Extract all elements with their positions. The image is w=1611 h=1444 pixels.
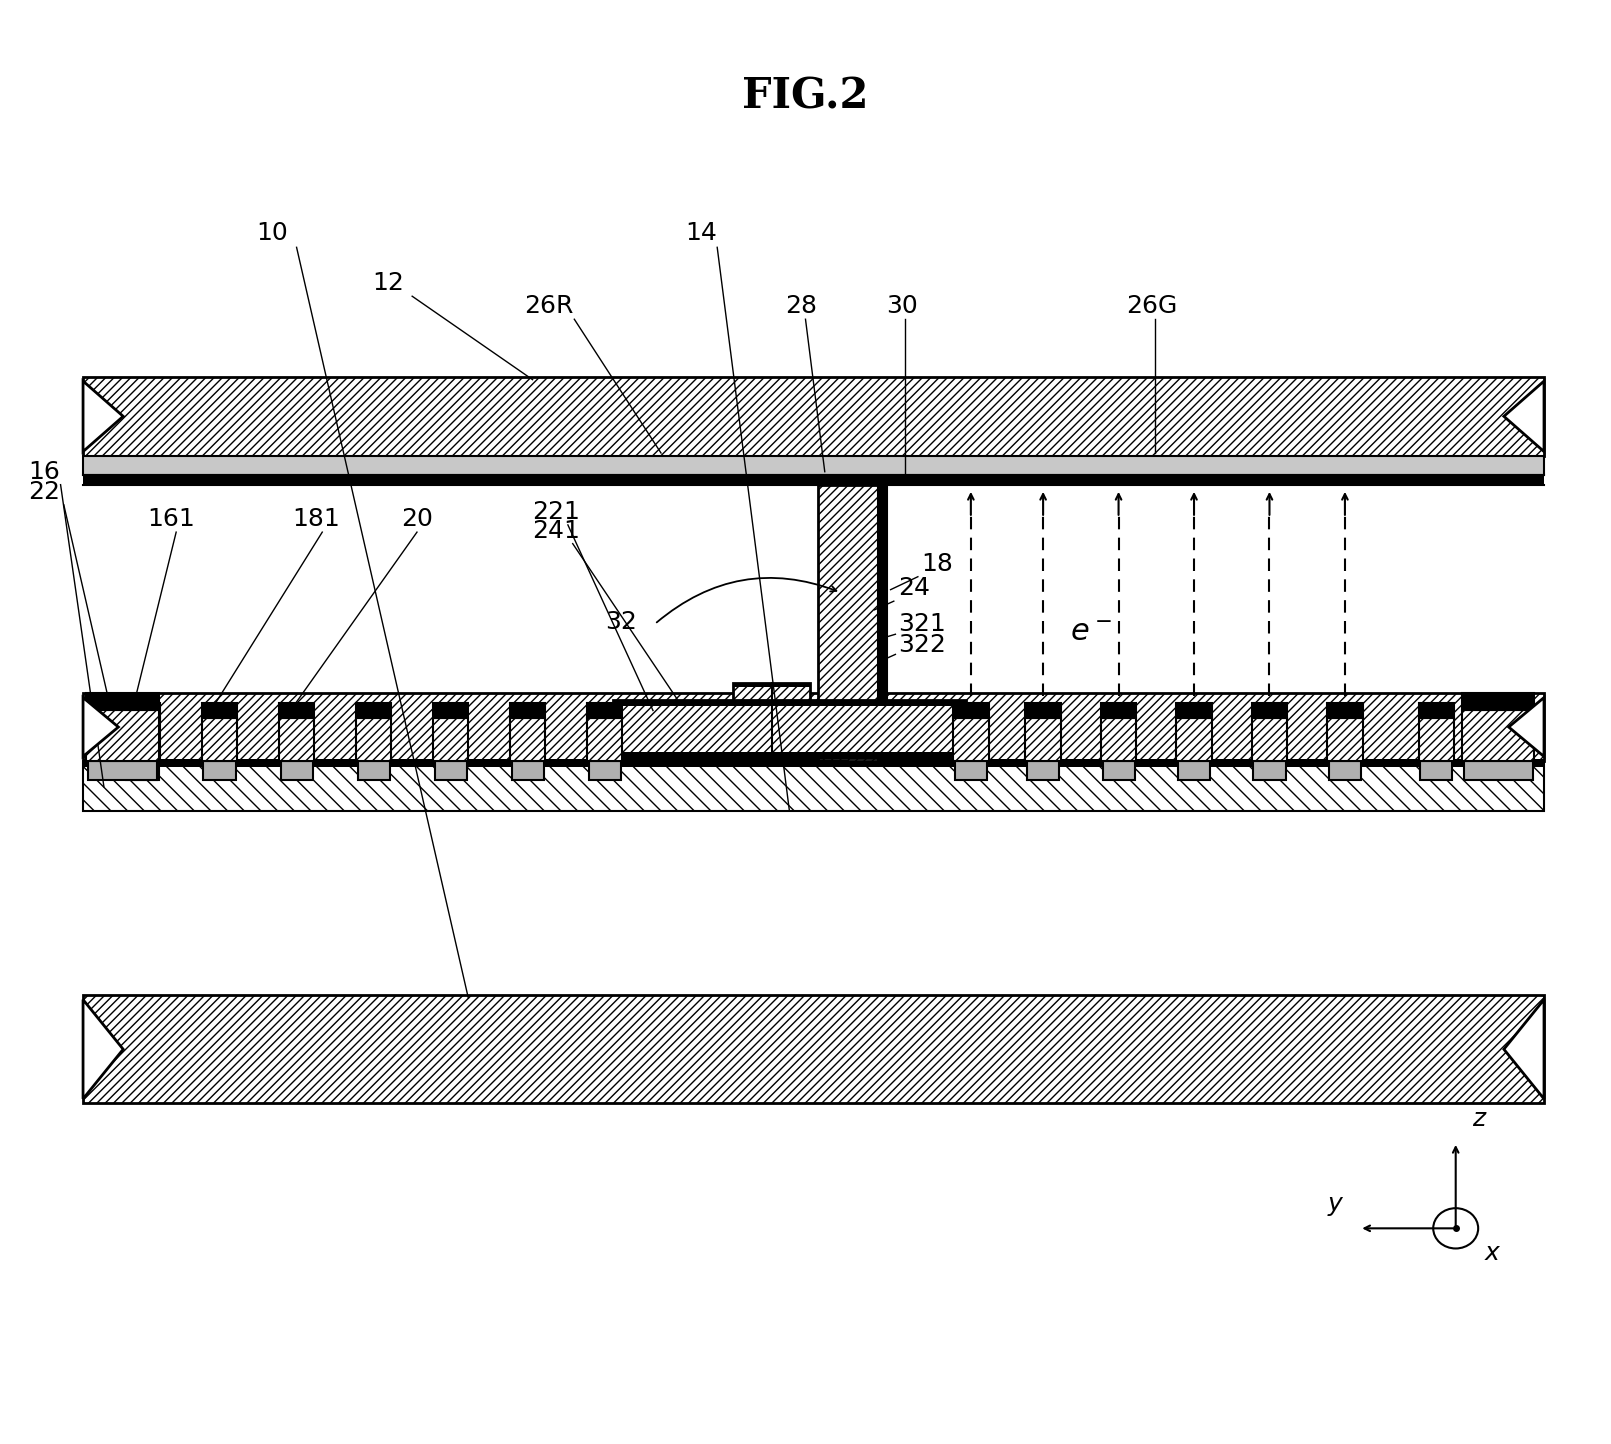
- Bar: [201, 718, 237, 761]
- Polygon shape: [84, 697, 118, 757]
- Bar: [1100, 718, 1136, 761]
- Bar: [84, 760, 1543, 767]
- Bar: [280, 761, 313, 780]
- Bar: [435, 761, 467, 780]
- Polygon shape: [1508, 697, 1543, 757]
- Text: 161: 161: [147, 507, 195, 531]
- Text: $e^-$: $e^-$: [1070, 618, 1112, 647]
- Text: 18: 18: [921, 552, 954, 576]
- Text: 30: 30: [886, 295, 918, 319]
- Bar: [126, 761, 158, 780]
- Bar: [84, 377, 1543, 456]
- Polygon shape: [84, 999, 122, 1099]
- Bar: [1419, 703, 1455, 718]
- Bar: [1252, 703, 1287, 718]
- Bar: [586, 703, 622, 718]
- Bar: [433, 703, 469, 718]
- Bar: [1252, 718, 1287, 761]
- Bar: [818, 485, 878, 761]
- Text: 322: 322: [899, 632, 947, 657]
- Bar: [201, 703, 237, 718]
- Bar: [279, 703, 314, 718]
- Bar: [1253, 761, 1286, 780]
- Bar: [612, 700, 967, 706]
- Bar: [1463, 710, 1534, 761]
- Text: z: z: [1472, 1106, 1485, 1131]
- Bar: [733, 683, 810, 700]
- Text: y: y: [1327, 1193, 1342, 1216]
- Bar: [356, 718, 391, 761]
- Text: 241: 241: [533, 518, 580, 543]
- Bar: [1176, 703, 1211, 718]
- Text: x: x: [1485, 1240, 1500, 1265]
- Text: FIG.2: FIG.2: [743, 75, 868, 117]
- Bar: [612, 700, 967, 758]
- Text: 321: 321: [899, 612, 946, 637]
- Bar: [1102, 761, 1134, 780]
- Bar: [954, 703, 989, 718]
- Bar: [203, 761, 235, 780]
- Text: 14: 14: [685, 221, 717, 245]
- Bar: [433, 718, 469, 761]
- Text: 221: 221: [533, 500, 580, 524]
- Bar: [1421, 761, 1453, 780]
- Bar: [1026, 718, 1060, 761]
- Text: 26G: 26G: [1126, 295, 1178, 319]
- Text: 28: 28: [785, 295, 817, 319]
- Bar: [1176, 718, 1211, 761]
- Bar: [1329, 761, 1361, 780]
- Bar: [733, 683, 810, 687]
- Bar: [124, 718, 159, 761]
- Text: 10: 10: [256, 221, 288, 245]
- Bar: [89, 761, 156, 780]
- Bar: [84, 995, 1543, 1103]
- Bar: [84, 761, 1543, 812]
- Bar: [124, 703, 159, 718]
- Bar: [358, 761, 390, 780]
- Bar: [1327, 703, 1363, 718]
- Bar: [586, 718, 622, 761]
- Bar: [1464, 761, 1532, 780]
- Text: 32: 32: [604, 609, 636, 634]
- Text: 16: 16: [29, 459, 60, 484]
- Text: 26R: 26R: [525, 295, 574, 319]
- Bar: [356, 703, 391, 718]
- Bar: [954, 718, 989, 761]
- Bar: [511, 703, 546, 718]
- Bar: [84, 475, 1543, 485]
- Text: 181: 181: [292, 507, 340, 531]
- Bar: [1028, 761, 1058, 780]
- Bar: [1419, 718, 1455, 761]
- Text: 24: 24: [899, 576, 931, 601]
- Text: 20: 20: [401, 507, 433, 531]
- Bar: [1327, 718, 1363, 761]
- Bar: [84, 456, 1543, 475]
- Bar: [588, 761, 620, 780]
- Text: 22: 22: [29, 479, 61, 504]
- Bar: [1178, 761, 1210, 780]
- Bar: [955, 761, 988, 780]
- Bar: [279, 718, 314, 761]
- Bar: [87, 710, 158, 761]
- Polygon shape: [84, 381, 122, 452]
- Bar: [878, 485, 888, 761]
- Bar: [511, 718, 546, 761]
- Bar: [1100, 703, 1136, 718]
- Bar: [1026, 703, 1060, 718]
- Bar: [87, 693, 158, 710]
- Bar: [84, 693, 1543, 761]
- Bar: [1463, 693, 1534, 710]
- Text: 12: 12: [372, 271, 404, 296]
- Polygon shape: [1503, 381, 1543, 452]
- Bar: [612, 752, 967, 758]
- Polygon shape: [1503, 999, 1543, 1099]
- Bar: [512, 761, 545, 780]
